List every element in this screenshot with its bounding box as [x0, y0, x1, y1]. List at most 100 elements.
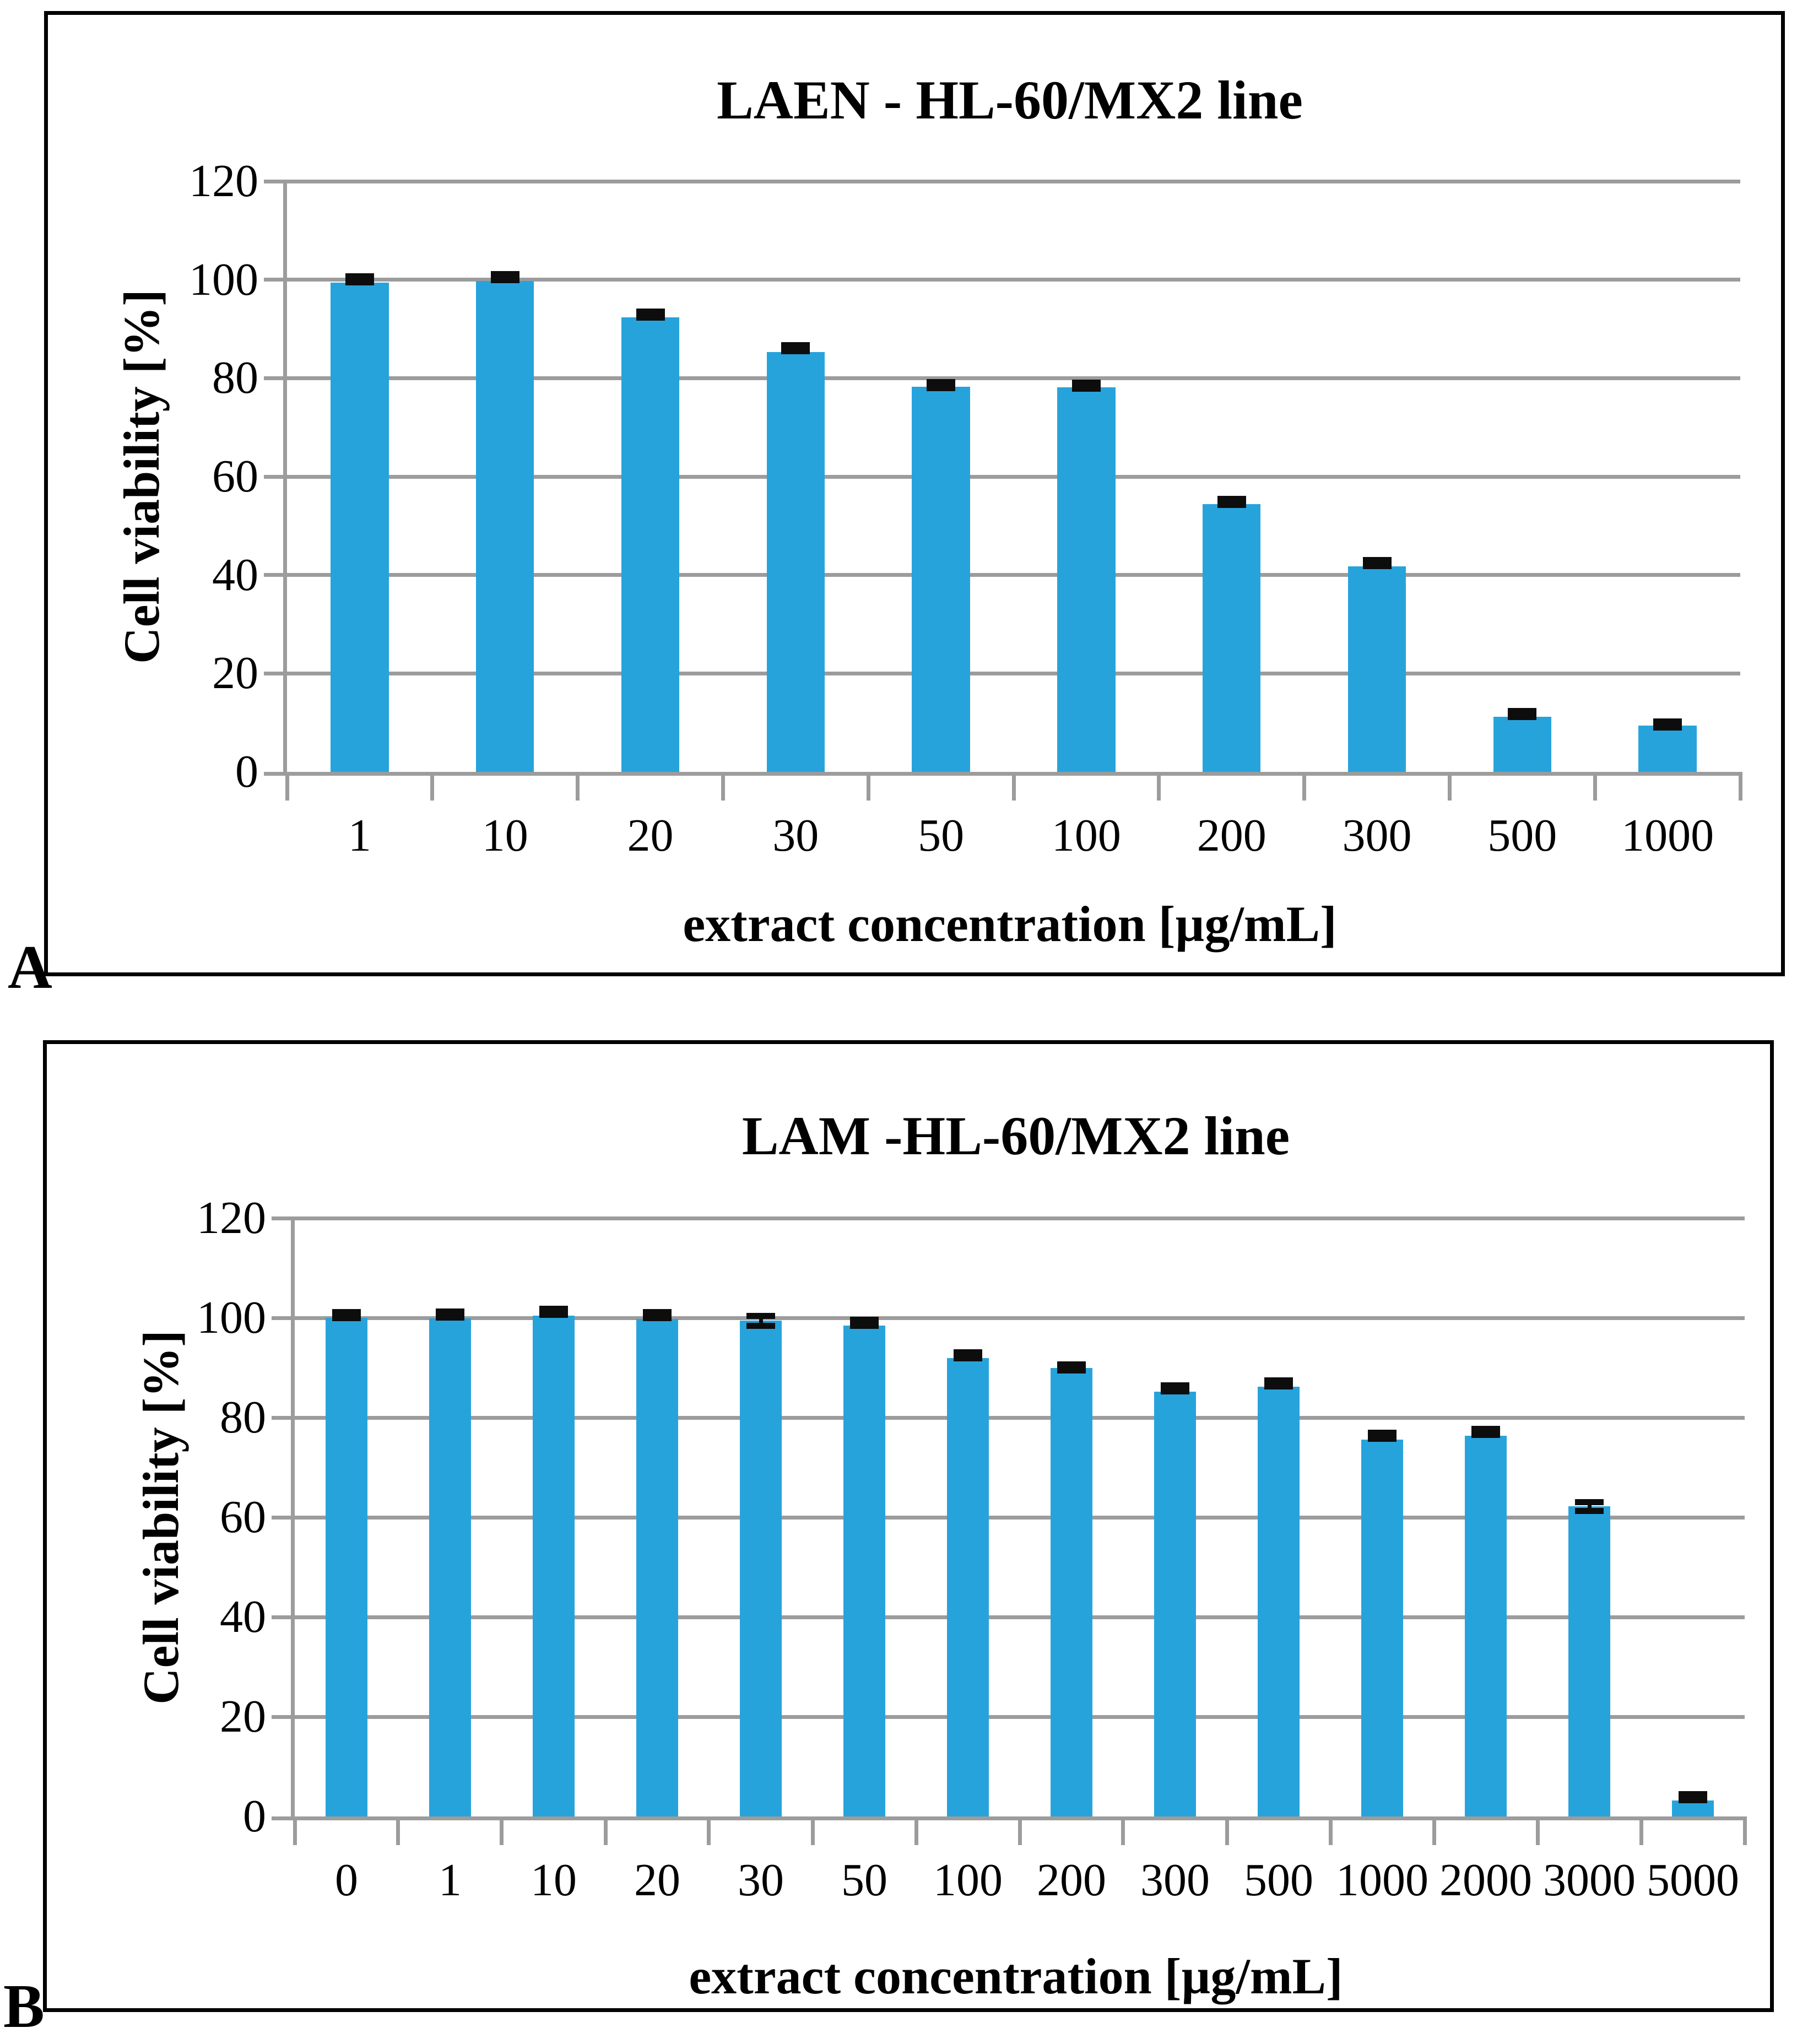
error-bar-A-30	[781, 342, 810, 355]
x-tick-mark	[603, 1816, 608, 1845]
bar-A-10	[475, 281, 534, 772]
x-tick-label: 500	[1244, 1854, 1313, 1906]
gridline-y100	[264, 278, 1740, 282]
y-tick-label: 20	[220, 1691, 266, 1743]
gridline-y0	[272, 1816, 1745, 1820]
y-tick-label: 40	[220, 1591, 266, 1643]
gridline-y0	[264, 772, 1740, 776]
chart-title-a: LAEN - HL-60/MX2 line	[717, 69, 1303, 131]
error-bar-B-30	[746, 1312, 775, 1329]
x-tick-mark	[1017, 1816, 1022, 1845]
y-tick-label: 60	[220, 1491, 266, 1543]
error-bar-whisker	[1587, 1505, 1592, 1508]
panel-a: LAEN - HL-60/MX2 line Cell viability [%]…	[44, 11, 1785, 976]
bar-A-1000	[1638, 726, 1697, 772]
x-tick-mark	[1447, 772, 1452, 801]
bar-B-20	[636, 1318, 678, 1816]
gridline-y80	[272, 1415, 1745, 1420]
x-tick-mark	[707, 1816, 711, 1845]
y-tick-label: 100	[189, 253, 258, 305]
error-bar-B-500	[1264, 1377, 1293, 1390]
x-tick-mark	[1432, 1816, 1436, 1845]
y-tick-label: 40	[212, 549, 258, 601]
y-tick-label: 120	[197, 1192, 266, 1243]
x-tick-label: 50	[841, 1854, 887, 1906]
x-tick-mark	[1011, 772, 1016, 801]
bar-B-5000	[1672, 1800, 1714, 1816]
y-tick-label: 20	[212, 647, 258, 699]
x-tick-mark	[866, 772, 870, 801]
x-tick-label: 3000	[1543, 1854, 1636, 1906]
plot-area-a: 0 20 40 60 80 100 120 1 10 20 30 50 100 200 300 500 1000	[189, 155, 1742, 861]
y-tick-label: 0	[235, 746, 258, 797]
x-tick-mark	[285, 772, 289, 801]
panel-b: LAM -HL-60/MX2 line Cell viability [%] 0…	[43, 1040, 1774, 2012]
x-tick-label: 500	[1487, 810, 1557, 861]
x-tick-label: 10	[481, 810, 528, 861]
gridline-y20	[272, 1715, 1745, 1719]
x-tick-mark	[500, 1816, 504, 1845]
error-bar-A-1	[345, 273, 374, 285]
x-tick-mark	[1121, 1816, 1125, 1845]
bar-B-1	[429, 1318, 471, 1816]
error-bar-B-5000	[1679, 1791, 1707, 1803]
error-bar-B-1	[436, 1308, 464, 1321]
bar-B-3000	[1568, 1506, 1610, 1816]
y-tick-label: 60	[212, 451, 258, 502]
x-tick-mark	[721, 772, 725, 801]
error-bar-A-300	[1362, 556, 1392, 569]
panel-label-a: A	[8, 933, 52, 1002]
gridline-y120	[272, 1216, 1745, 1220]
x-tick-mark	[396, 1816, 400, 1845]
x-tick-label: 10	[531, 1854, 577, 1906]
error-bar-A-100	[1071, 380, 1101, 392]
plot-area-b: 0 20 40 60 80 100 120 0 1 10 20 30 50 100 200 300 500 100…	[197, 1192, 1747, 1906]
x-tick-mark	[293, 1816, 297, 1845]
panel-label-b: B	[3, 1972, 45, 2041]
error-bar-B-3000	[1575, 1499, 1604, 1514]
error-bar-A-1000	[1653, 718, 1682, 731]
y-tick-label: 100	[197, 1292, 266, 1343]
y-tick-label: 80	[220, 1392, 266, 1443]
gridline-y60	[272, 1515, 1745, 1520]
x-tick-mark	[1738, 772, 1742, 801]
error-bar-A-20	[636, 308, 665, 321]
error-bar-A-10	[490, 271, 519, 283]
x-tick-label: 5000	[1646, 1854, 1739, 1906]
error-bar-A-500	[1508, 708, 1537, 721]
bar-A-500	[1493, 716, 1552, 772]
bar-B-0	[326, 1318, 367, 1816]
error-bar-whisker	[759, 1318, 763, 1323]
error-bar-B-1000	[1368, 1430, 1397, 1442]
x-tick-mark	[1742, 1816, 1747, 1845]
x-tick-mark	[576, 772, 580, 801]
x-axis-title-b: extract concentration [µg/mL]	[689, 1948, 1343, 2004]
y-tick-label: 120	[189, 155, 258, 207]
gridline-y80	[264, 376, 1740, 380]
x-axis-title-a: extract concentration [µg/mL]	[683, 896, 1337, 952]
bar-A-30	[766, 352, 825, 772]
chart-title-b: LAM -HL-60/MX2 line	[741, 1105, 1290, 1166]
bar-B-50	[843, 1326, 885, 1816]
error-bar-B-10	[539, 1306, 568, 1318]
x-tick-label: 2000	[1439, 1854, 1532, 1906]
x-tick-mark	[1328, 1816, 1333, 1845]
error-bar-A-50	[927, 378, 956, 391]
x-tick-label: 20	[634, 1854, 680, 1906]
error-bar-B-100	[954, 1349, 982, 1361]
error-bar-B-2000	[1471, 1426, 1500, 1439]
x-tick-mark	[1593, 772, 1597, 801]
gridline-y60	[264, 474, 1740, 479]
x-tick-mark	[1225, 1816, 1229, 1845]
x-tick-label: 1	[439, 1854, 462, 1906]
x-tick-label: 50	[918, 810, 965, 861]
x-tick-label: 30	[772, 810, 819, 861]
x-tick-mark	[430, 772, 435, 801]
bar-A-200	[1202, 504, 1261, 772]
x-tick-mark	[810, 1816, 815, 1845]
x-tick-label: 100	[933, 1854, 1003, 1906]
x-tick-label: 200	[1197, 810, 1266, 861]
bar-B-500	[1258, 1386, 1300, 1816]
x-tick-label: 200	[1037, 1854, 1106, 1906]
